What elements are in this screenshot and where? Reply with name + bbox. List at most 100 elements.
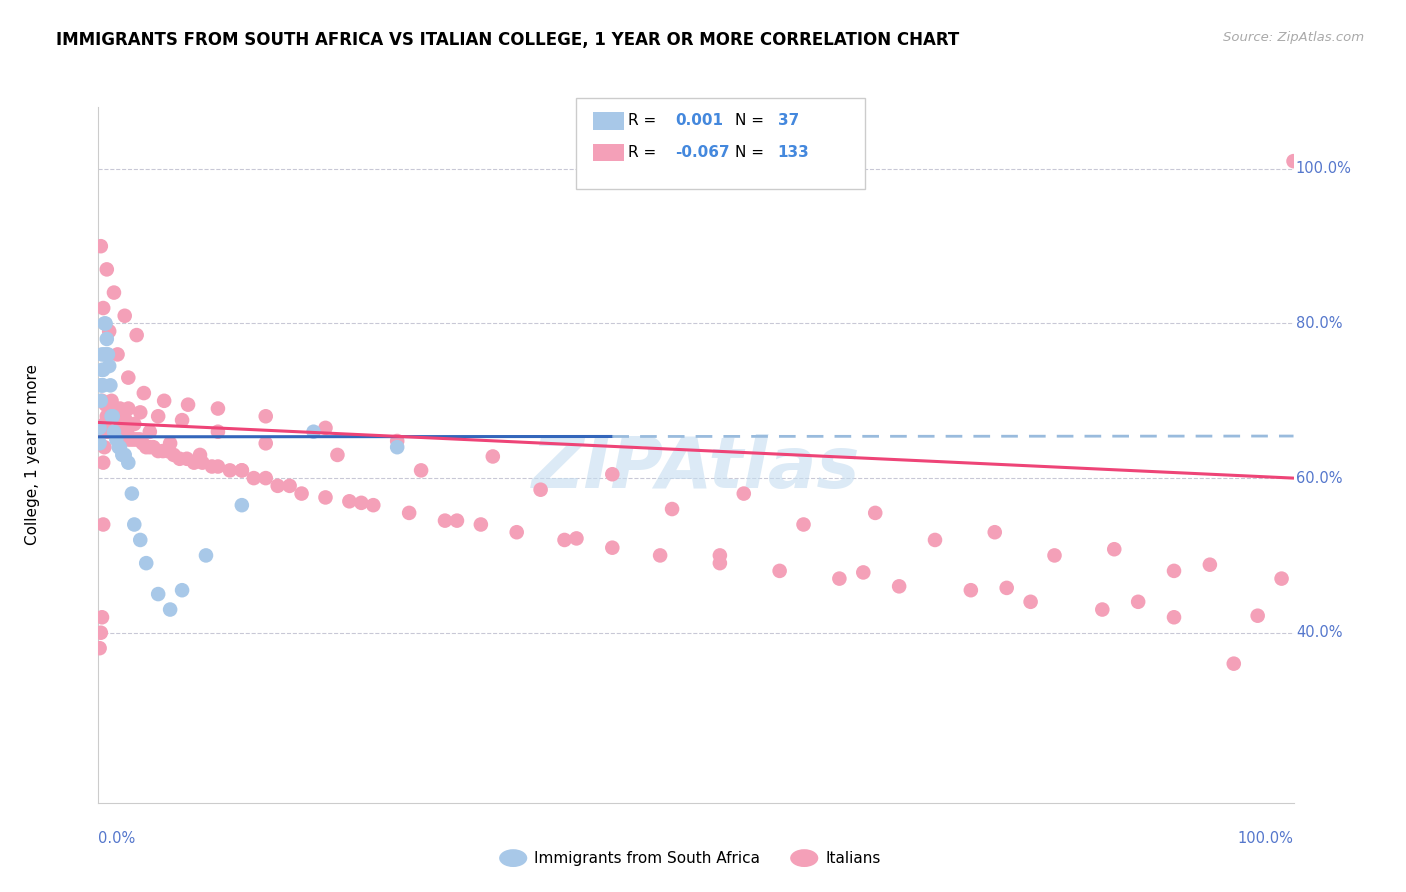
Point xyxy=(709,556,731,570)
Point xyxy=(91,378,114,392)
Point xyxy=(159,602,181,616)
Point xyxy=(89,641,111,656)
Point xyxy=(267,479,290,493)
Point xyxy=(1163,564,1185,578)
Point xyxy=(350,496,373,510)
Point xyxy=(90,625,112,640)
Point xyxy=(91,347,114,361)
Point xyxy=(231,463,253,477)
Point xyxy=(889,579,911,593)
Point xyxy=(93,317,115,331)
Point xyxy=(648,549,672,563)
Point xyxy=(172,583,194,598)
Point xyxy=(1102,542,1125,557)
Point xyxy=(1163,610,1185,624)
Point xyxy=(411,463,433,477)
Text: College, 1 year or more: College, 1 year or more xyxy=(25,365,41,545)
Point xyxy=(201,459,224,474)
Point xyxy=(108,440,131,454)
Point xyxy=(1091,602,1114,616)
Point xyxy=(481,450,505,464)
Point xyxy=(385,434,409,448)
Point xyxy=(983,525,1005,540)
Point xyxy=(231,463,253,477)
Point xyxy=(132,386,155,401)
Point xyxy=(98,378,122,392)
Point xyxy=(91,517,114,532)
Text: IMMIGRANTS FROM SOUTH AFRICA VS ITALIAN COLLEGE, 1 YEAR OR MORE CORRELATION CHAR: IMMIGRANTS FROM SOUTH AFRICA VS ITALIAN … xyxy=(56,31,959,49)
Point xyxy=(506,525,529,540)
Text: R =: R = xyxy=(628,145,657,160)
Point xyxy=(529,483,551,497)
Point xyxy=(98,409,121,424)
Point xyxy=(188,448,211,462)
Point xyxy=(100,393,122,408)
Point xyxy=(110,417,132,431)
Point xyxy=(337,494,360,508)
Point xyxy=(768,564,790,578)
Point xyxy=(163,448,186,462)
Point xyxy=(101,401,124,416)
Point xyxy=(1282,154,1305,169)
Point xyxy=(111,448,134,462)
Point xyxy=(97,347,120,361)
Point xyxy=(101,409,124,424)
Point xyxy=(89,436,111,450)
Point xyxy=(124,417,146,431)
Point xyxy=(1019,595,1042,609)
Text: N =: N = xyxy=(735,145,765,160)
Point xyxy=(114,410,136,425)
Point xyxy=(852,566,875,580)
Point xyxy=(433,514,456,528)
Point xyxy=(125,328,148,343)
Point xyxy=(98,359,121,373)
Point xyxy=(315,491,337,505)
Point xyxy=(326,448,349,462)
Point xyxy=(600,541,623,555)
Point xyxy=(91,610,114,624)
Text: -0.067: -0.067 xyxy=(675,145,730,160)
Point xyxy=(565,532,588,546)
Point xyxy=(207,425,229,439)
Point xyxy=(108,401,131,416)
Point xyxy=(108,409,131,424)
Point xyxy=(117,401,139,416)
Point xyxy=(98,401,122,416)
Point xyxy=(91,393,114,408)
Text: 37: 37 xyxy=(778,113,799,128)
Point xyxy=(114,309,136,323)
Point xyxy=(100,409,122,424)
Point xyxy=(107,409,129,424)
Point xyxy=(278,479,301,493)
Point xyxy=(172,413,194,427)
Point xyxy=(103,409,125,424)
Point xyxy=(129,433,152,447)
Point xyxy=(733,486,755,500)
Point xyxy=(183,456,205,470)
Point xyxy=(117,433,139,447)
Point xyxy=(93,425,115,439)
Point xyxy=(111,417,134,431)
Point xyxy=(107,347,129,361)
Point xyxy=(117,456,139,470)
Point xyxy=(470,517,492,532)
Point xyxy=(924,533,946,547)
Point xyxy=(112,421,135,435)
Point xyxy=(1246,608,1268,623)
Point xyxy=(398,506,420,520)
Point xyxy=(91,301,114,315)
Text: R =: R = xyxy=(628,113,657,128)
Text: 0.0%: 0.0% xyxy=(98,830,135,846)
Point xyxy=(363,498,385,512)
Point xyxy=(104,409,127,424)
Point xyxy=(124,517,146,532)
Point xyxy=(446,514,468,528)
Text: ZIPAtlas: ZIPAtlas xyxy=(531,434,860,503)
Point xyxy=(231,498,253,512)
Text: 60.0%: 60.0% xyxy=(1296,471,1343,485)
Point xyxy=(97,409,120,424)
Point xyxy=(124,433,146,447)
Point xyxy=(90,239,112,253)
Point xyxy=(96,347,118,361)
Text: 40.0%: 40.0% xyxy=(1296,625,1343,640)
